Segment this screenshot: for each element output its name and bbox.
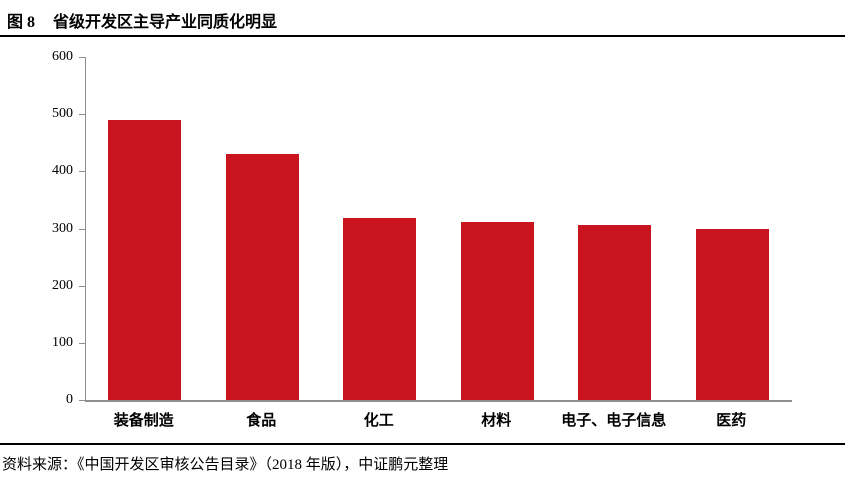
bar-slot: [439, 57, 557, 400]
bar-slot: [556, 57, 674, 400]
x-label-食品: 食品: [246, 412, 277, 429]
x-label-医药: 医药: [716, 412, 747, 429]
bar-chart: 0 100 200 300 400 500 600: [52, 49, 791, 407]
y-tick-label: 600: [52, 49, 73, 64]
y-tick-label: 400: [52, 163, 73, 179]
y-axis: 0 100 200 300 400 500 600: [52, 49, 791, 407]
bar-医药: [695, 228, 769, 400]
figure-title: 图 8 省级开发区主导产业同质化明显: [7, 8, 277, 32]
bar-slot: [674, 57, 792, 400]
bar-电子、电子信息: [578, 224, 652, 400]
x-label-材料: 材料: [481, 412, 512, 429]
x-axis-line: [85, 400, 792, 402]
bottom-divider: [0, 443, 845, 445]
y-tick-mark: [79, 285, 86, 287]
y-tick-label: 0: [66, 392, 73, 407]
y-tick-label: 500: [52, 106, 73, 122]
y-tick-mark: [79, 57, 86, 58]
x-labels: 装备制造 食品 化工 材料 电子、电子信息 医药: [85, 409, 790, 430]
x-label-装备制造: 装备制造: [113, 412, 174, 429]
y-tick-mark: [79, 228, 86, 230]
bar-材料: [460, 222, 534, 400]
bar-slot: [321, 57, 439, 400]
y-tick-label: 100: [52, 334, 73, 350]
figure-title-text: 省级开发区主导产业同质化明显: [53, 14, 278, 31]
y-tick-mark: [79, 171, 86, 173]
bar-slot: [86, 57, 204, 400]
y-tick-mark: [79, 400, 86, 401]
bar-化工: [343, 218, 417, 400]
top-divider: [0, 35, 845, 37]
y-tick-mark: [79, 114, 86, 116]
bar-装备制造: [108, 119, 182, 400]
y-tick-mark: [79, 342, 86, 344]
source-note: 资料来源：《中国开发区审核公告目录》（2018 年版），中证鹏元整理: [2, 457, 449, 473]
x-label-电子、电子信息: 电子、电子信息: [561, 412, 667, 429]
bar-食品: [225, 154, 299, 400]
y-tick-label: 200: [52, 277, 73, 293]
y-tick-label: 300: [52, 220, 73, 236]
x-label-化工: 化工: [363, 412, 394, 429]
figure-number-label: 图 8: [7, 14, 36, 31]
bar-slot: [204, 57, 322, 400]
bars: [86, 57, 791, 400]
